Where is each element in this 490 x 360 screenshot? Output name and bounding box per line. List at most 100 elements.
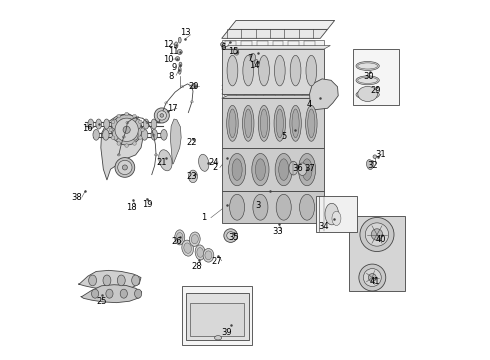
Ellipse shape — [366, 223, 389, 246]
Ellipse shape — [364, 269, 381, 287]
Polygon shape — [221, 30, 327, 39]
Ellipse shape — [198, 154, 209, 171]
Ellipse shape — [112, 130, 119, 140]
Text: 10: 10 — [163, 55, 173, 64]
Ellipse shape — [252, 153, 269, 186]
Ellipse shape — [274, 105, 286, 141]
Ellipse shape — [227, 231, 235, 239]
Ellipse shape — [122, 130, 128, 140]
Polygon shape — [101, 114, 143, 180]
Text: 21: 21 — [156, 158, 167, 167]
Ellipse shape — [274, 55, 285, 86]
Ellipse shape — [117, 275, 125, 286]
Text: 32: 32 — [367, 161, 378, 170]
Ellipse shape — [195, 245, 205, 260]
Text: 22: 22 — [186, 138, 196, 147]
Text: 17: 17 — [167, 104, 178, 113]
Ellipse shape — [205, 251, 212, 260]
Ellipse shape — [190, 232, 200, 246]
Text: 20: 20 — [189, 82, 199, 91]
Bar — [257, 41, 268, 46]
Ellipse shape — [117, 114, 121, 118]
Ellipse shape — [245, 109, 252, 138]
Bar — [221, 49, 324, 94]
Bar — [221, 93, 324, 98]
Ellipse shape — [132, 275, 140, 286]
Ellipse shape — [243, 105, 254, 141]
Text: 4: 4 — [307, 100, 312, 109]
Bar — [190, 303, 245, 336]
Ellipse shape — [161, 130, 167, 140]
Ellipse shape — [115, 118, 138, 141]
Ellipse shape — [299, 194, 315, 220]
Text: 16: 16 — [82, 123, 93, 132]
Ellipse shape — [360, 217, 394, 252]
Text: 26: 26 — [172, 237, 182, 246]
Ellipse shape — [258, 105, 270, 141]
Text: 38: 38 — [72, 193, 82, 202]
Ellipse shape — [203, 248, 214, 262]
Bar — [272, 41, 283, 46]
Ellipse shape — [88, 119, 94, 129]
Polygon shape — [81, 285, 142, 303]
Ellipse shape — [111, 136, 115, 139]
Ellipse shape — [356, 62, 379, 71]
Text: 18: 18 — [126, 203, 137, 212]
Ellipse shape — [298, 163, 307, 176]
Text: 11: 11 — [168, 48, 178, 57]
Ellipse shape — [175, 57, 180, 61]
Ellipse shape — [229, 109, 236, 138]
Ellipse shape — [151, 130, 157, 140]
Ellipse shape — [298, 153, 316, 186]
Text: 28: 28 — [191, 262, 202, 271]
Text: 25: 25 — [97, 297, 107, 306]
Ellipse shape — [178, 66, 181, 74]
Text: 23: 23 — [187, 172, 197, 181]
Text: 34: 34 — [318, 222, 329, 231]
Ellipse shape — [111, 120, 115, 124]
Ellipse shape — [112, 119, 117, 129]
Ellipse shape — [189, 170, 197, 183]
Ellipse shape — [109, 128, 113, 132]
Ellipse shape — [125, 112, 128, 116]
Ellipse shape — [92, 289, 98, 298]
Ellipse shape — [276, 109, 283, 138]
Ellipse shape — [215, 336, 221, 340]
Ellipse shape — [118, 160, 132, 175]
Ellipse shape — [133, 114, 136, 118]
Text: 30: 30 — [364, 72, 374, 81]
Text: 15: 15 — [228, 47, 239, 56]
Ellipse shape — [182, 240, 194, 256]
Ellipse shape — [292, 109, 299, 138]
Bar — [349, 216, 405, 291]
Text: 6: 6 — [220, 43, 225, 52]
Ellipse shape — [358, 77, 377, 84]
Ellipse shape — [302, 159, 312, 180]
Text: 13: 13 — [180, 28, 191, 37]
Ellipse shape — [111, 114, 142, 145]
Ellipse shape — [227, 55, 238, 86]
Text: 8: 8 — [169, 72, 174, 81]
Ellipse shape — [139, 120, 142, 124]
Ellipse shape — [160, 114, 164, 117]
Ellipse shape — [141, 130, 148, 140]
Ellipse shape — [275, 153, 293, 186]
Polygon shape — [229, 21, 335, 30]
Ellipse shape — [367, 159, 373, 170]
Ellipse shape — [135, 119, 141, 129]
Ellipse shape — [154, 108, 170, 123]
Bar — [221, 40, 324, 47]
Ellipse shape — [177, 49, 182, 54]
Text: 5: 5 — [282, 132, 287, 141]
Ellipse shape — [255, 59, 258, 65]
Ellipse shape — [122, 165, 127, 170]
Ellipse shape — [175, 230, 185, 245]
Text: 3: 3 — [255, 201, 260, 210]
Ellipse shape — [253, 194, 268, 220]
Ellipse shape — [127, 119, 133, 129]
Text: 33: 33 — [272, 228, 283, 237]
Ellipse shape — [289, 161, 298, 175]
Text: 14: 14 — [249, 62, 259, 71]
Ellipse shape — [259, 55, 270, 86]
Polygon shape — [221, 95, 330, 98]
